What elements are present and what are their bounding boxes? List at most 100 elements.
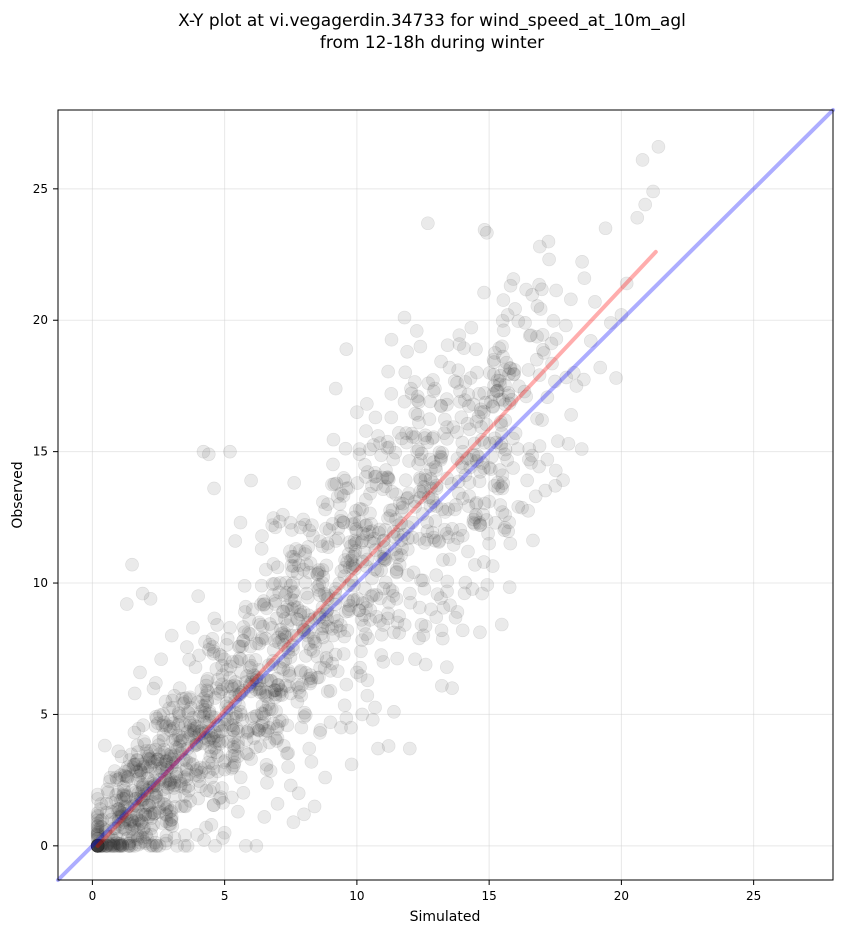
scatter-point — [440, 420, 454, 434]
scatter-point — [172, 709, 187, 723]
scatter-point — [236, 633, 251, 648]
scatter-point — [380, 434, 395, 449]
scatter-point — [100, 839, 115, 853]
scatter-point — [243, 677, 257, 692]
scatter-point — [286, 638, 300, 653]
scatter-point — [231, 735, 245, 750]
scatter-point — [317, 661, 332, 675]
scatter-point — [433, 453, 448, 467]
scatter-point — [114, 793, 128, 808]
scatter-point — [198, 698, 213, 713]
scatter-point — [383, 503, 397, 518]
scatter-point — [382, 595, 396, 610]
scatter-point — [216, 831, 230, 845]
scatter-point — [493, 415, 508, 429]
scatter-point — [498, 508, 512, 522]
scatter-point — [342, 535, 357, 549]
scatter-point — [136, 777, 151, 792]
scatter-point — [310, 670, 325, 685]
scatter-point — [381, 606, 395, 621]
scatter-point — [451, 363, 465, 378]
scatter-point — [488, 346, 502, 360]
scatter-point — [231, 749, 245, 764]
scatter-point — [432, 445, 447, 460]
scatter-point — [270, 721, 285, 736]
scatter-point — [436, 553, 450, 567]
scatter-point — [276, 662, 291, 676]
scatter-point — [134, 765, 149, 780]
scatter-point — [297, 623, 311, 638]
scatter-point — [237, 578, 252, 593]
scatter-point — [148, 719, 163, 733]
scatter-point — [232, 698, 246, 712]
scatter-point — [365, 524, 380, 539]
scatter-point — [368, 410, 383, 425]
scatter-point — [119, 789, 134, 804]
scatter-point — [122, 763, 136, 777]
scatter-point — [90, 839, 105, 853]
scatter-point — [194, 683, 209, 698]
scatter-point — [211, 749, 225, 763]
scatter-point — [200, 683, 214, 698]
scatter-point — [355, 533, 370, 548]
scatter-point — [455, 435, 470, 450]
scatter-point — [224, 761, 239, 776]
scatter-point — [182, 731, 196, 746]
scatter-point — [249, 740, 263, 754]
scatter-point — [158, 836, 173, 851]
scatter-point — [468, 510, 483, 525]
scatter-point — [432, 534, 446, 548]
scatter-point — [345, 560, 360, 574]
scatter-point — [413, 490, 427, 505]
scatter-point — [227, 758, 241, 773]
scatter-point — [126, 829, 140, 843]
scatter-point — [163, 752, 177, 766]
scatter-point — [206, 646, 221, 661]
scatter-point — [122, 839, 137, 853]
scatter-point — [333, 513, 348, 528]
scatter-point — [561, 436, 576, 451]
scatter-point — [239, 746, 254, 760]
scatter-point — [158, 769, 172, 784]
scatter-point — [451, 474, 466, 489]
scatter-point — [98, 823, 113, 837]
scatter-point — [455, 456, 469, 470]
scatter-point — [170, 728, 184, 743]
scatter-point — [313, 660, 327, 675]
scatter-point — [193, 760, 208, 775]
scatter-point — [463, 371, 478, 385]
scatter-point — [321, 540, 336, 554]
scatter-point — [528, 489, 543, 504]
scatter-point — [412, 415, 426, 430]
scatter-point — [143, 751, 158, 766]
scatter-point — [192, 727, 206, 742]
scatter-point — [181, 783, 196, 798]
scatter-point — [493, 498, 508, 512]
scatter-point — [149, 786, 164, 800]
scatter-point — [125, 812, 139, 827]
scatter-point — [614, 308, 629, 322]
scatter-point — [252, 636, 266, 651]
scatter-point — [128, 757, 143, 771]
scatter-point — [310, 566, 324, 581]
scatter-point — [109, 828, 123, 842]
scatter-point — [117, 792, 132, 806]
scatter-point — [136, 718, 151, 732]
scatter-point — [108, 821, 123, 836]
scatter-point — [494, 479, 508, 494]
scatter-point — [456, 444, 470, 459]
scatter-point — [452, 337, 467, 351]
scatter-point — [175, 743, 190, 757]
scatter-point — [176, 696, 191, 711]
scatter-point — [426, 430, 441, 444]
scatter-point — [238, 839, 253, 853]
scatter-point — [136, 780, 150, 795]
scatter-point — [461, 544, 475, 559]
scatter-point — [191, 589, 205, 603]
scatter-point — [460, 451, 474, 466]
scatter-point — [181, 779, 196, 793]
scatter-point — [168, 800, 182, 814]
scatter-point — [477, 404, 491, 419]
scatter-point — [229, 710, 244, 724]
scatter-point — [305, 518, 319, 533]
